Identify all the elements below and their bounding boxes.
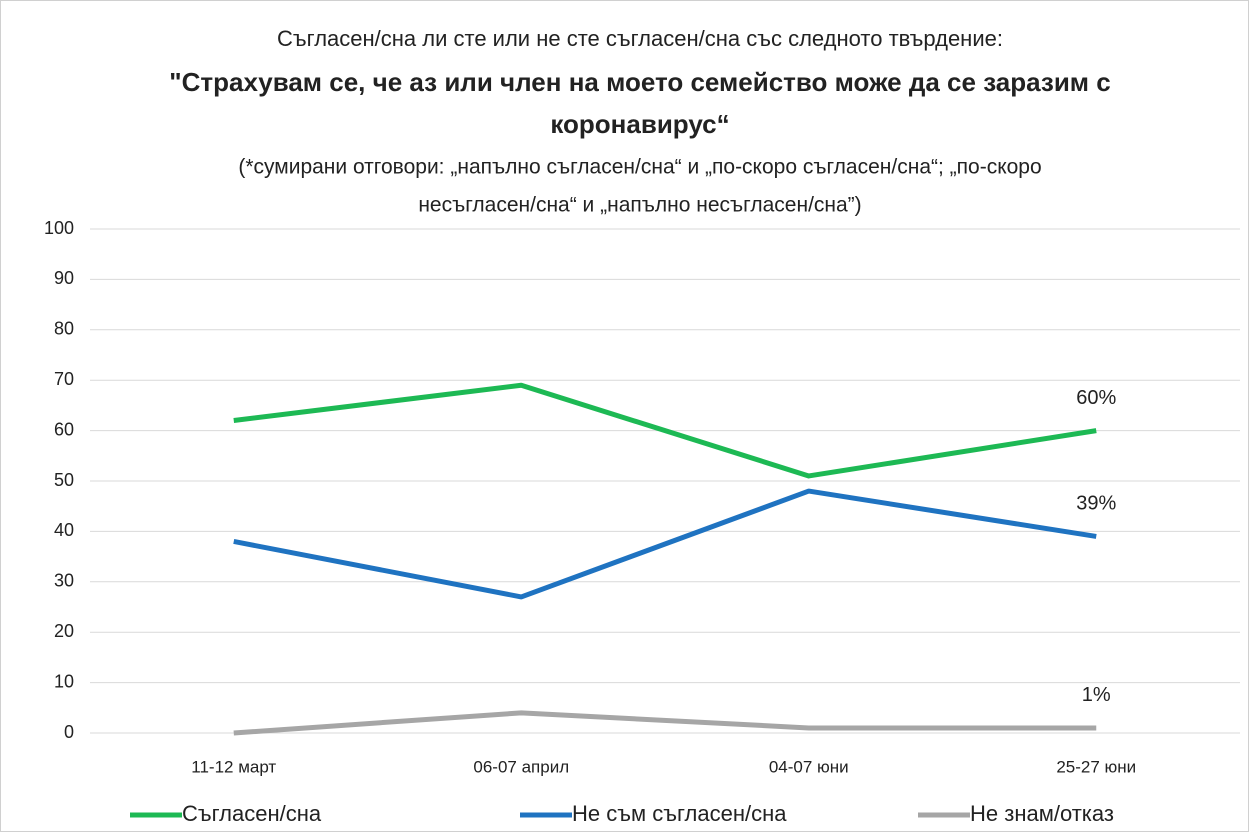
data-label: 39% — [1076, 493, 1116, 515]
y-tick-label: 60 — [54, 419, 74, 439]
y-tick-label: 70 — [54, 369, 74, 389]
y-tick-label: 20 — [54, 621, 74, 641]
chart-title: "Страхувам се, че аз или член на моето с… — [169, 67, 1110, 97]
x-tick-label: 06-07 април — [473, 757, 569, 776]
y-tick-label: 10 — [54, 671, 74, 691]
y-tick-label: 40 — [54, 520, 74, 540]
x-tick-label: 11-12 март — [191, 757, 276, 776]
chart-note: (*сумирани отговори: „напълно съгласен/с… — [238, 156, 1041, 179]
line-series — [233, 710, 1097, 736]
legend-label: Не съм съгласен/сна — [572, 801, 787, 826]
y-tick-label: 30 — [54, 571, 74, 591]
x-tick-label: 25-27 юни — [1056, 757, 1136, 776]
legend-label: Не знам/отказ — [970, 801, 1114, 826]
legend-label: Съгласен/сна — [182, 801, 322, 826]
y-tick-label: 0 — [64, 722, 74, 742]
data-label: 60% — [1076, 387, 1116, 409]
data-label: 1% — [1082, 684, 1111, 706]
y-tick-label: 90 — [54, 268, 74, 288]
y-tick-label: 50 — [54, 470, 74, 490]
y-tick-label: 80 — [54, 319, 74, 339]
x-tick-label: 04-07 юни — [769, 757, 849, 776]
line-series — [233, 488, 1097, 600]
chart-note: несъгласен/сна“ и „напълно несъгласен/сн… — [418, 194, 861, 217]
line-series — [233, 382, 1097, 479]
chart-title: коронавирус“ — [550, 109, 729, 139]
y-tick-label: 100 — [44, 218, 74, 238]
chart-subtitle: Съгласен/сна ли сте или не сте съгласен/… — [277, 26, 1003, 51]
